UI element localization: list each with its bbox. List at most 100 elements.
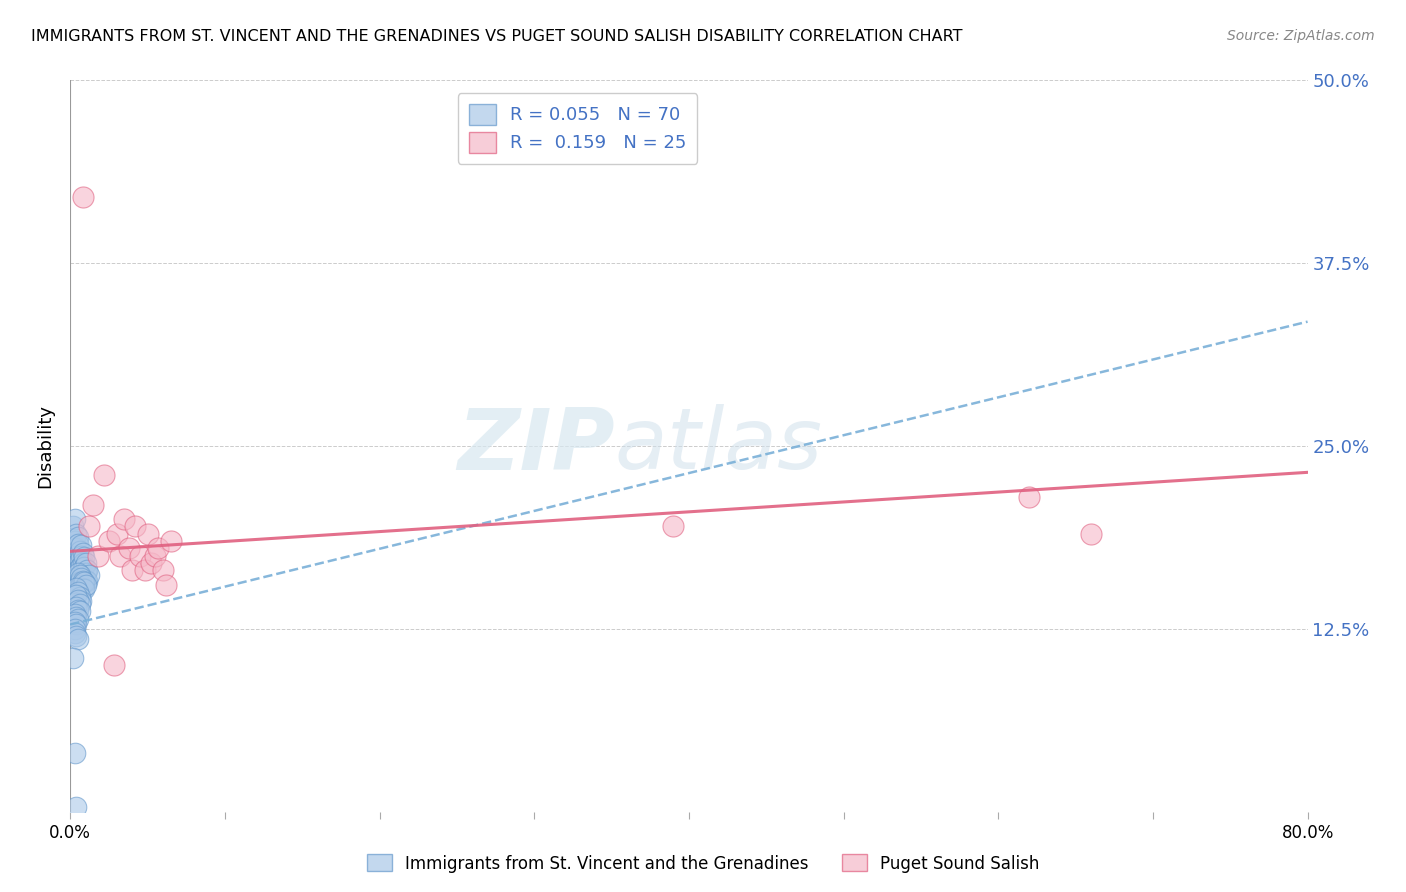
Point <box>73 560 96 574</box>
Point <box>67 632 90 646</box>
Point <box>69 590 91 604</box>
Point <box>139 556 162 570</box>
Point <box>73 571 96 585</box>
Point <box>72 581 94 595</box>
Point <box>105 526 128 541</box>
Point <box>67 556 90 570</box>
Point <box>69 544 91 558</box>
Point <box>69 597 91 611</box>
Point <box>62 519 84 533</box>
Point <box>69 604 91 618</box>
Point <box>67 563 90 577</box>
Point <box>65 599 87 614</box>
Point <box>63 534 86 549</box>
Point <box>65 549 87 563</box>
Point <box>63 622 86 636</box>
Point <box>75 556 97 570</box>
Point <box>70 571 93 585</box>
Point <box>67 530 90 544</box>
Point <box>70 571 93 585</box>
Point <box>65 578 87 592</box>
Point <box>67 537 90 551</box>
Point <box>70 549 93 563</box>
Point <box>63 746 86 760</box>
Point <box>63 607 86 622</box>
Point <box>63 512 86 526</box>
Point <box>69 560 91 574</box>
Point <box>70 578 93 592</box>
Point <box>75 578 97 592</box>
Point <box>77 519 100 533</box>
Point <box>134 563 156 577</box>
Text: Source: ZipAtlas.com: Source: ZipAtlas.com <box>1227 29 1375 43</box>
Point <box>108 549 131 563</box>
Point <box>70 558 93 573</box>
Point <box>1018 490 1040 504</box>
Legend: R = 0.055   N = 70, R =  0.159   N = 25: R = 0.055 N = 70, R = 0.159 N = 25 <box>458 93 697 163</box>
Point <box>662 519 685 533</box>
Point <box>124 519 146 533</box>
Point <box>63 626 86 640</box>
Point <box>65 526 87 541</box>
Point <box>65 610 87 624</box>
Point <box>69 567 91 582</box>
Point <box>152 563 174 577</box>
Point <box>129 549 152 563</box>
Point <box>76 563 98 577</box>
Point <box>121 563 143 577</box>
Point <box>114 512 135 526</box>
Point <box>136 526 159 541</box>
Point <box>70 594 93 608</box>
Point <box>73 582 96 597</box>
Point <box>73 575 96 590</box>
Point <box>65 617 87 632</box>
Point <box>72 574 94 588</box>
Point <box>103 658 125 673</box>
Point <box>67 566 90 581</box>
Point <box>75 574 97 588</box>
Point <box>155 578 177 592</box>
Point <box>160 534 183 549</box>
Point <box>93 468 115 483</box>
Y-axis label: Disability: Disability <box>37 404 55 488</box>
Point <box>69 553 91 567</box>
Point <box>62 578 84 592</box>
Point <box>65 588 87 602</box>
Point <box>67 575 90 590</box>
Point <box>145 549 166 563</box>
Point <box>65 629 87 643</box>
Point <box>69 567 91 582</box>
Point <box>65 581 87 595</box>
Point <box>63 588 86 602</box>
Text: atlas: atlas <box>614 404 823 488</box>
Point <box>63 615 86 629</box>
Point <box>67 612 90 626</box>
Point <box>65 541 87 556</box>
Point <box>69 575 91 590</box>
Point <box>63 582 86 597</box>
Point <box>82 498 105 512</box>
Point <box>77 567 100 582</box>
Point <box>70 539 93 553</box>
Point <box>148 541 170 556</box>
Point <box>65 571 87 585</box>
Point <box>72 556 94 570</box>
Point <box>87 549 110 563</box>
Point <box>73 550 96 565</box>
Point <box>67 592 90 607</box>
Point <box>118 541 141 556</box>
Text: ZIP: ZIP <box>457 404 614 488</box>
Legend: Immigrants from St. Vincent and the Grenadines, Puget Sound Salish: Immigrants from St. Vincent and the Gren… <box>360 847 1046 880</box>
Point <box>62 651 84 665</box>
Point <box>67 603 90 617</box>
Point <box>72 190 94 204</box>
Point <box>1080 526 1102 541</box>
Point <box>72 566 94 581</box>
Point <box>63 574 86 588</box>
Point <box>65 800 87 814</box>
Point <box>98 534 120 549</box>
Point <box>72 546 94 560</box>
Text: IMMIGRANTS FROM ST. VINCENT AND THE GRENADINES VS PUGET SOUND SALISH DISABILITY : IMMIGRANTS FROM ST. VINCENT AND THE GREN… <box>31 29 963 44</box>
Point <box>67 585 90 599</box>
Point <box>75 566 97 581</box>
